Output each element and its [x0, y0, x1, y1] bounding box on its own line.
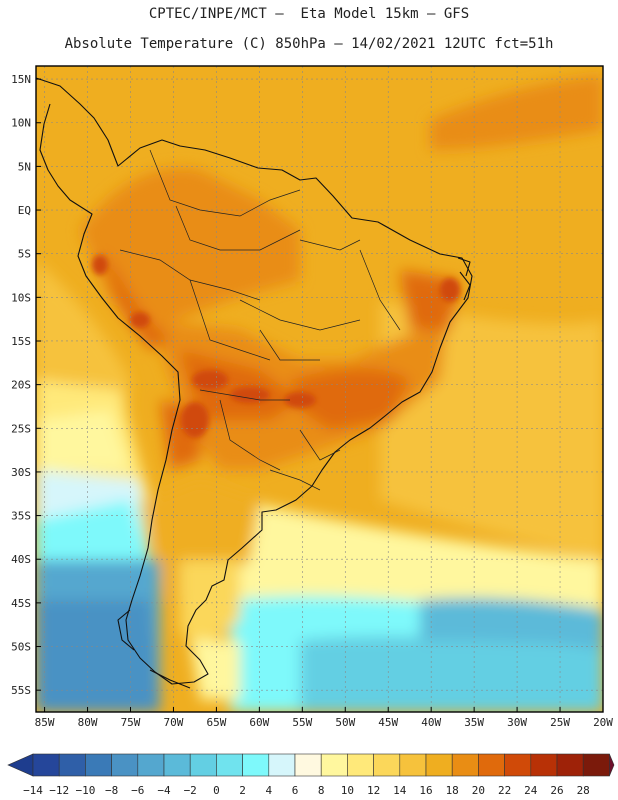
lat-label: 50S	[11, 641, 31, 654]
colorbar-label: 2	[239, 784, 246, 797]
latitude-labels: 15N 10N 5N EQ 5S 10S 15S 20S 25S 30S 35S 40S 45S 50S 5…	[11, 73, 41, 697]
colorbar-swatch	[347, 753, 374, 777]
lon-label: 35W	[464, 716, 484, 729]
coastline	[35, 77, 473, 689]
colorbar-swatch	[373, 753, 401, 777]
colorbar-label: 20	[472, 784, 485, 797]
colorbar-label: −14	[23, 784, 43, 797]
colorbar-swatch	[451, 753, 479, 777]
lon-label: 65W	[206, 716, 226, 729]
colorbar-swatch	[478, 753, 505, 777]
colorbar-swatch	[504, 753, 532, 777]
lon-label: 50W	[335, 716, 355, 729]
colorbar-label: 12	[367, 784, 380, 797]
colorbar-label: 16	[419, 784, 432, 797]
colorbar-legend: −14 −12 −10 −8 −6 −4 −2 0 2 4 6 8 10 12 14 16 18 20 22 24 26…	[7, 753, 615, 797]
colorbar-swatch	[189, 753, 217, 777]
colorbar-swatch	[32, 753, 60, 777]
lon-label: 55W	[292, 716, 312, 729]
colorbar-label: 28	[577, 784, 590, 797]
colorbar-label: 26	[550, 784, 563, 797]
colorbar-swatch	[216, 753, 243, 777]
colorbar-label: 6	[292, 784, 299, 797]
colorbar-label: −8	[105, 784, 118, 797]
colorbar-label: 14	[393, 784, 407, 797]
temperature-map: 15N 10N 5N EQ 5S 10S 15S 20S 25S 30S 35S 40S 45S 50S 5…	[11, 65, 613, 729]
lat-label: 45S	[11, 597, 31, 610]
colorbar-swatch	[582, 753, 610, 777]
map-frame	[35, 65, 604, 713]
colorbar-label: 4	[265, 784, 272, 797]
lon-label: 45W	[378, 716, 398, 729]
colorbar-over-arrow	[609, 753, 615, 777]
colorbar-swatch	[137, 753, 165, 777]
colorbar-swatch	[399, 753, 427, 777]
colorbar-label: −12	[49, 784, 69, 797]
lon-label: 60W	[249, 716, 269, 729]
lat-label: 35S	[11, 510, 31, 523]
colorbar-swatch	[242, 753, 270, 777]
lon-label: 80W	[78, 716, 98, 729]
country-borders	[119, 149, 401, 491]
temperature-field	[36, 66, 603, 712]
colorbar-swatch	[111, 753, 139, 777]
longitude-labels: 85W 80W 75W 70W 65W 60W 55W 50W 45W 40W 35W 30W 25W 2…	[35, 707, 613, 729]
colorbar-label: 8	[318, 784, 325, 797]
lat-label: EQ	[18, 204, 31, 217]
lat-label: 40S	[11, 553, 31, 566]
lat-label: 10N	[11, 117, 31, 130]
lat-label: 15N	[11, 73, 31, 86]
map-title: CPTEC/INPE/MCT – Eta Model 15km – GFS	[148, 6, 470, 22]
lon-label: 40W	[421, 716, 441, 729]
colorbar-label: −4	[157, 784, 171, 797]
colorbar-label: −2	[184, 784, 197, 797]
lat-label: 20S	[11, 379, 31, 392]
colorbar-swatch	[294, 753, 322, 777]
colorbar-swatch	[58, 753, 86, 777]
lon-label: 85W	[35, 716, 55, 729]
colorbar-label: 24	[524, 784, 538, 797]
colorbar-swatch	[425, 753, 453, 777]
map-subtitle: Absolute Temperature (C) 850hPa – 14/02/…	[64, 36, 554, 52]
colorbar-label: 10	[341, 784, 354, 797]
colorbar-under-arrow	[7, 753, 34, 777]
colorbar-swatch	[85, 753, 112, 777]
colorbar-label: 22	[498, 784, 511, 797]
colorbar-swatch	[530, 753, 558, 777]
colorbar-label: 0	[213, 784, 220, 797]
colorbar-label: −6	[131, 784, 144, 797]
colorbar-label: 18	[446, 784, 459, 797]
colorbar-label: −10	[75, 784, 95, 797]
lat-label: 5N	[18, 160, 31, 173]
lon-label: 25W	[550, 716, 570, 729]
lat-label: 25S	[11, 422, 31, 435]
colorbar-swatch	[163, 753, 191, 777]
lon-label: 70W	[164, 716, 184, 729]
lat-label: 55S	[11, 684, 31, 697]
lat-label: 10S	[11, 291, 31, 304]
colorbar-swatch	[556, 753, 584, 777]
colorbar-swatch	[320, 753, 348, 777]
colorbar-swatch	[268, 753, 296, 777]
lat-label: 15S	[11, 335, 31, 348]
lat-label: 30S	[11, 466, 31, 479]
lon-label: 75W	[121, 716, 141, 729]
lon-label: 30W	[507, 716, 527, 729]
lon-label: 20W	[593, 716, 613, 729]
lat-label: 5S	[18, 248, 31, 261]
